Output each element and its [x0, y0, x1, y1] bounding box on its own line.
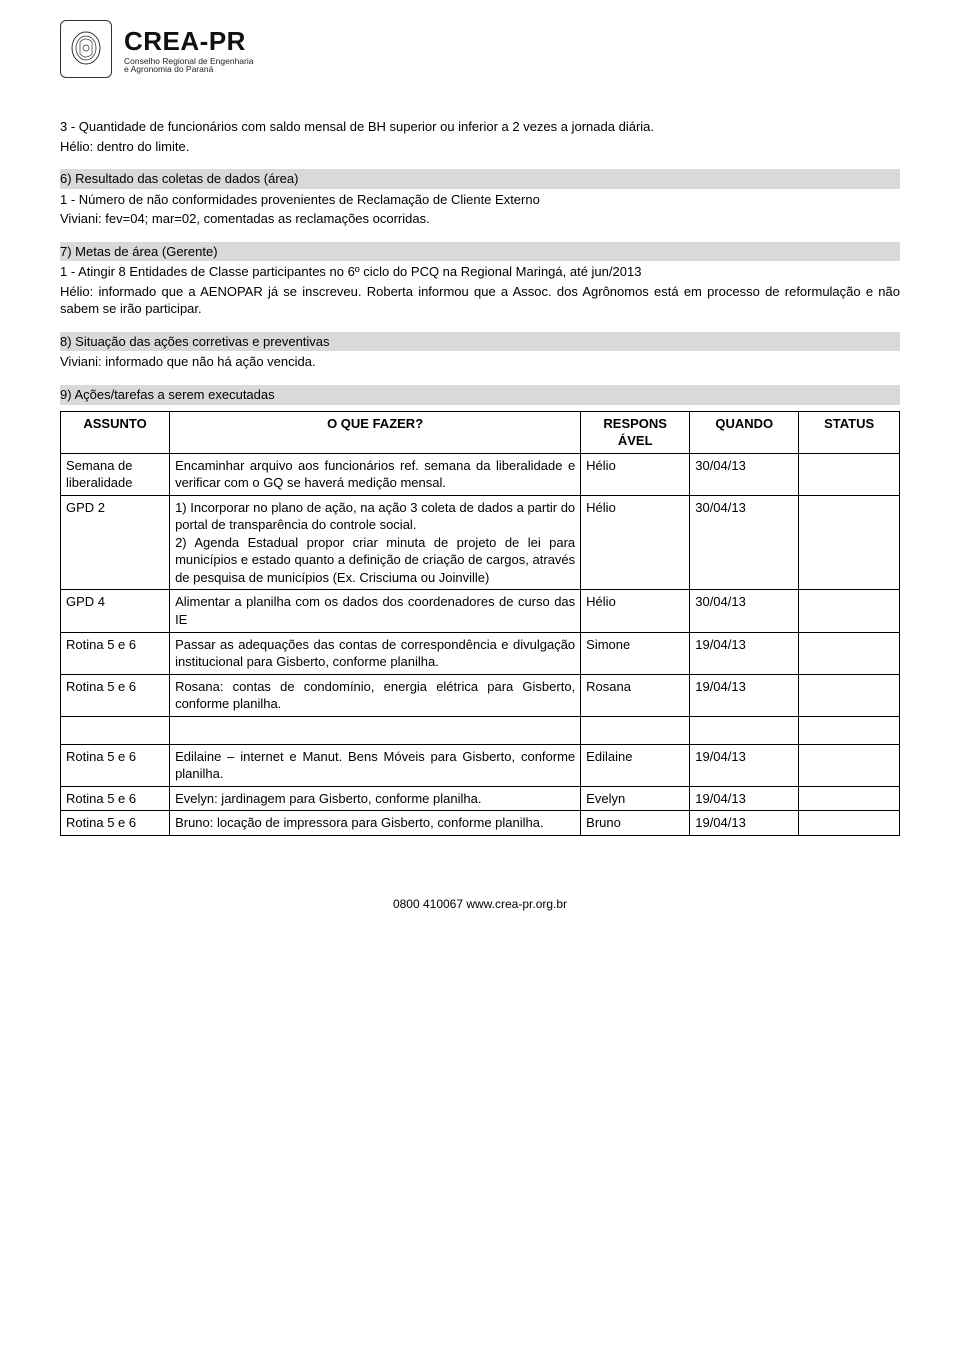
th-resp: RESPONS ÁVEL — [581, 411, 690, 453]
logo-text-block: CREA-PR Conselho Regional de Engenharia … — [124, 24, 253, 74]
th-oque: O QUE FAZER? — [170, 411, 581, 453]
cell-oque: 1) Incorporar no plano de ação, na ação … — [170, 495, 581, 590]
cell-resp — [581, 716, 690, 744]
content-block: 8) Situação das ações corretivas e preve… — [60, 332, 900, 371]
cell-oque — [170, 716, 581, 744]
content-block: 3 - Quantidade de funcionários com saldo… — [60, 118, 900, 155]
cell-assunto: Semana de liberalidade — [61, 453, 170, 495]
th-quando: QUANDO — [690, 411, 799, 453]
table-row: Rotina 5 e 6Bruno: locação de impressora… — [61, 811, 900, 836]
section-heading: 9) Ações/tarefas a serem executadas — [60, 385, 900, 405]
content-block: 6) Resultado das coletas de dados (área)… — [60, 169, 900, 228]
cell-assunto — [61, 716, 170, 744]
table-row: Rotina 5 e 6Edilaine – internet e Manut.… — [61, 744, 900, 786]
cell-status — [799, 811, 900, 836]
table-row: Rotina 5 e 6Rosana: contas de condomínio… — [61, 674, 900, 716]
paragraph-line: Viviani: informado que não há ação venci… — [60, 353, 900, 371]
cell-assunto: Rotina 5 e 6 — [61, 744, 170, 786]
cell-oque: Bruno: locação de impressora para Gisber… — [170, 811, 581, 836]
content-blocks: 3 - Quantidade de funcionários com saldo… — [60, 118, 900, 405]
cell-status — [799, 786, 900, 811]
cell-resp: Simone — [581, 632, 690, 674]
footer-text: 0800 410067 www.crea-pr.org.br — [60, 896, 900, 912]
cell-resp: Bruno — [581, 811, 690, 836]
cell-oque: Passar as adequações das contas de corre… — [170, 632, 581, 674]
table-row — [61, 716, 900, 744]
cell-status — [799, 453, 900, 495]
cell-quando: 19/04/13 — [690, 632, 799, 674]
cell-assunto: Rotina 5 e 6 — [61, 674, 170, 716]
logo-main: CREA-PR — [124, 24, 253, 59]
logo-sub-2: e Agronomia do Paraná — [124, 65, 253, 74]
cell-quando: 19/04/13 — [690, 744, 799, 786]
paragraph-line: 1 - Atingir 8 Entidades de Classe partic… — [60, 263, 900, 281]
table-row: GPD 4Alimentar a planilha com os dados d… — [61, 590, 900, 632]
cell-resp: Hélio — [581, 495, 690, 590]
cell-status — [799, 495, 900, 590]
paragraph-line: Hélio: dentro do limite. — [60, 138, 900, 156]
cell-quando: 19/04/13 — [690, 786, 799, 811]
cell-status — [799, 590, 900, 632]
document-header: CREA-PR Conselho Regional de Engenharia … — [60, 20, 900, 78]
cell-oque: Edilaine – internet e Manut. Bens Móveis… — [170, 744, 581, 786]
table-row: GPD 21) Incorporar no plano de ação, na … — [61, 495, 900, 590]
cell-oque: Rosana: contas de condomínio, energia el… — [170, 674, 581, 716]
cell-status — [799, 744, 900, 786]
cell-assunto: Rotina 5 e 6 — [61, 811, 170, 836]
table-header-row: ASSUNTO O QUE FAZER? RESPONS ÁVEL QUANDO… — [61, 411, 900, 453]
cell-quando: 30/04/13 — [690, 453, 799, 495]
cell-quando: 30/04/13 — [690, 495, 799, 590]
paragraph-line: 3 - Quantidade de funcionários com saldo… — [60, 118, 900, 136]
cell-quando: 19/04/13 — [690, 811, 799, 836]
section-heading: 7) Metas de área (Gerente) — [60, 242, 900, 262]
section-heading: 8) Situação das ações corretivas e preve… — [60, 332, 900, 352]
table-row: Semana de liberalidadeEncaminhar arquivo… — [61, 453, 900, 495]
cell-oque: Encaminhar arquivo aos funcionários ref.… — [170, 453, 581, 495]
actions-table: ASSUNTO O QUE FAZER? RESPONS ÁVEL QUANDO… — [60, 411, 900, 836]
table-row: Rotina 5 e 6Passar as adequações das con… — [61, 632, 900, 674]
cell-quando — [690, 716, 799, 744]
cell-resp: Hélio — [581, 590, 690, 632]
paragraph-line: Hélio: informado que a AENOPAR já se ins… — [60, 283, 900, 318]
paragraph-line: Viviani: fev=04; mar=02, comentadas as r… — [60, 210, 900, 228]
th-assunto: ASSUNTO — [61, 411, 170, 453]
cell-assunto: GPD 4 — [61, 590, 170, 632]
cell-resp: Edilaine — [581, 744, 690, 786]
cell-assunto: Rotina 5 e 6 — [61, 632, 170, 674]
table-row: Rotina 5 e 6Evelyn: jardinagem para Gisb… — [61, 786, 900, 811]
cell-assunto: GPD 2 — [61, 495, 170, 590]
cell-resp: Hélio — [581, 453, 690, 495]
cell-status — [799, 632, 900, 674]
paragraph-line: 1 - Número de não conformidades provenie… — [60, 191, 900, 209]
cell-assunto: Rotina 5 e 6 — [61, 786, 170, 811]
content-block: 7) Metas de área (Gerente)1 - Atingir 8 … — [60, 242, 900, 318]
cell-oque: Evelyn: jardinagem para Gisberto, confor… — [170, 786, 581, 811]
th-status: STATUS — [799, 411, 900, 453]
cell-resp: Evelyn — [581, 786, 690, 811]
cell-status — [799, 716, 900, 744]
cell-oque: Alimentar a planilha com os dados dos co… — [170, 590, 581, 632]
cell-status — [799, 674, 900, 716]
cell-quando: 30/04/13 — [690, 590, 799, 632]
cell-resp: Rosana — [581, 674, 690, 716]
seal-icon — [60, 20, 112, 78]
section-heading: 6) Resultado das coletas de dados (área) — [60, 169, 900, 189]
cell-quando: 19/04/13 — [690, 674, 799, 716]
content-block: 9) Ações/tarefas a serem executadas — [60, 385, 900, 405]
